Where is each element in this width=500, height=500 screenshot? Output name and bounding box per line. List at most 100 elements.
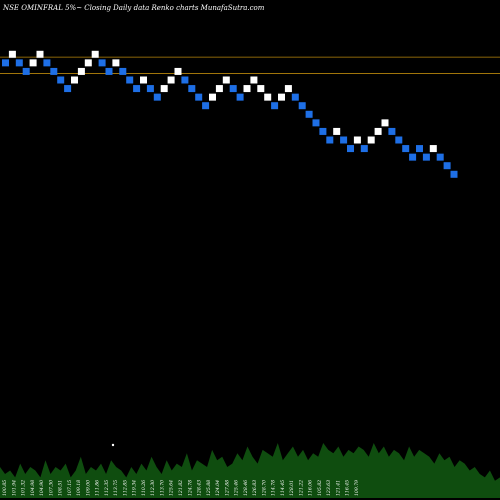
renko-brick — [22, 67, 30, 75]
volume-label: 128.46 — [243, 480, 249, 496]
volume-label: 100.85 — [2, 480, 8, 496]
renko-brick — [215, 85, 223, 93]
volume-label: 125.88 — [206, 480, 212, 496]
renko-brick — [167, 76, 175, 84]
renko-brick — [236, 93, 244, 101]
renko-brick — [209, 93, 216, 101]
volume-label: 127.88 — [224, 480, 230, 496]
renko-brick — [374, 127, 382, 135]
renko-brick — [333, 127, 341, 135]
volume-label: 109.79 — [354, 480, 360, 496]
renko-brick — [250, 76, 258, 84]
renko-brick — [8, 50, 16, 58]
renko-brick — [146, 85, 154, 93]
renko-brick — [105, 67, 113, 75]
volume-area-path — [0, 443, 500, 498]
volume-labels: 100.85 101.94 101.32 104.98 104.90 107.30 108.… — [2, 480, 360, 496]
renko-brick — [84, 59, 92, 67]
renko-brick — [140, 76, 147, 84]
renko-brick — [388, 127, 396, 135]
volume-label: 121.22 — [298, 480, 304, 496]
renko-brick — [353, 136, 361, 144]
renko-brick — [257, 85, 265, 93]
renko-brick — [153, 93, 161, 101]
renko-brick — [222, 76, 230, 84]
renko-brick — [181, 76, 189, 84]
renko-bricks — [2, 50, 458, 178]
renko-brick — [243, 85, 251, 93]
renko-brick — [264, 93, 272, 101]
renko-brick — [50, 67, 58, 75]
renko-brick — [326, 136, 334, 144]
renko-brick — [340, 136, 348, 144]
renko-brick — [77, 67, 85, 75]
volume-label: 112.30 — [150, 480, 156, 496]
renko-brick — [312, 119, 320, 127]
renko-brick — [278, 93, 285, 101]
volume-label: 101.94 — [11, 480, 17, 496]
volume-label: 128.70 — [261, 480, 267, 496]
renko-brick — [367, 136, 375, 144]
renko-brick — [360, 145, 368, 153]
renko-brick — [188, 85, 196, 93]
renko-brick — [202, 102, 210, 110]
renko-brick — [64, 85, 72, 93]
renko-brick — [91, 50, 99, 58]
renko-brick — [160, 85, 168, 93]
renko-brick — [443, 162, 451, 170]
volume-label: 108.51 — [58, 480, 64, 496]
volume-label: 121.41 — [336, 480, 342, 496]
volume-label: 110.26 — [141, 480, 147, 496]
renko-brick — [319, 127, 327, 135]
renko-brick — [450, 170, 458, 178]
volume-label: 111.86 — [95, 480, 101, 496]
renko-brick — [36, 50, 44, 58]
volume-label: 109.00 — [85, 480, 91, 496]
renko-brick — [305, 110, 313, 118]
renko-brick — [133, 85, 141, 93]
renko-brick — [98, 59, 106, 67]
renko-brick — [298, 102, 306, 110]
renko-brick — [126, 76, 134, 84]
renko-brick — [2, 59, 9, 67]
renko-brick — [15, 59, 23, 67]
renko-brick — [409, 153, 417, 161]
renko-brick — [57, 76, 65, 84]
volume-label: 113.70 — [160, 480, 166, 496]
renko-brick — [429, 145, 437, 153]
volume-label: 124.04 — [215, 480, 221, 496]
price-level-lines — [0, 56, 500, 74]
renko-brick — [29, 59, 37, 67]
volume-label: 114.78 — [271, 480, 277, 496]
volume-label: 104.98 — [30, 480, 36, 496]
renko-brick — [436, 153, 444, 161]
volume-label: 109.18 — [76, 480, 82, 496]
renko-brick — [271, 102, 279, 110]
volume-label: 125.64 — [169, 480, 175, 496]
volume-label: 123.63 — [326, 480, 332, 496]
renko-brick — [71, 76, 78, 84]
volume-label: 116.45 — [345, 480, 351, 496]
volume-label: 116.06 — [308, 480, 314, 496]
renko-brick — [229, 85, 237, 93]
volume-label: 112.85 — [122, 480, 128, 496]
volume-label: 126.83 — [252, 480, 258, 496]
renko-brick — [195, 93, 203, 101]
volume-label: 114.45 — [280, 480, 286, 496]
renko-brick — [291, 93, 299, 101]
renko-brick — [174, 67, 182, 75]
volume-label: 125.46 — [234, 480, 240, 496]
renko-brick — [347, 145, 354, 153]
renko-brick — [422, 153, 430, 161]
volume-label: 101.32 — [21, 480, 27, 496]
renko-brick — [119, 67, 127, 75]
volume-label: 105.82 — [317, 480, 323, 496]
renko-brick — [381, 119, 389, 127]
renko-brick — [395, 136, 403, 144]
renko-brick — [43, 59, 51, 67]
volume-label: 113.75 — [113, 480, 119, 496]
volume-marker-dot — [111, 443, 115, 447]
volume-label: 124.78 — [187, 480, 193, 496]
volume-label: 112.35 — [104, 480, 110, 496]
volume-label: 121.82 — [178, 480, 184, 496]
